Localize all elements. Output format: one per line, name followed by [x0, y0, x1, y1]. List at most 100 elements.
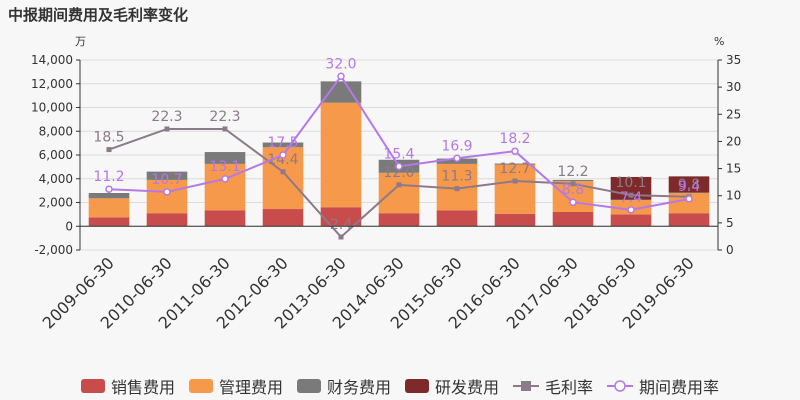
- combo-chart: 18.5 22.3 22.3 14.4 2.4 12.0 11.3 12.7 12.2 10.1 9…: [31, 35, 741, 333]
- legend-swatch: [80, 379, 105, 393]
- point-期间费用率: [685, 195, 693, 203]
- right-tick-label: 25: [726, 107, 741, 121]
- bar-销售费用: [262, 209, 304, 227]
- legend-item[interactable]: 期间费用率: [607, 374, 719, 398]
- data-label-毛利率: 12.7: [499, 161, 530, 177]
- bar-销售费用: [146, 213, 188, 227]
- point-毛利率: [628, 192, 634, 198]
- bar-销售费用: [88, 217, 130, 227]
- left-tick-label: 6,000: [39, 148, 73, 162]
- legend-item[interactable]: 毛利率: [513, 374, 593, 398]
- data-label-期间费用率: 16.9: [441, 138, 472, 154]
- point-毛利率: [106, 147, 112, 153]
- chart-title: 中报期间费用及毛利率变化: [8, 6, 189, 24]
- legend-item[interactable]: 销售费用: [80, 374, 175, 398]
- left-tick-label: -2,000: [34, 243, 73, 257]
- legend-label: 期间费用率: [639, 378, 720, 397]
- legend-item[interactable]: 财务费用: [296, 374, 391, 398]
- bar-财务费用: [262, 142, 304, 148]
- data-label-毛利率: 22.3: [151, 109, 182, 125]
- point-毛利率: [222, 126, 228, 132]
- legend-line-icon: [513, 381, 540, 391]
- point-期间费用率: [627, 206, 635, 214]
- right-axis-unit: %: [714, 35, 724, 48]
- bar-销售费用: [494, 213, 536, 227]
- point-期间费用率: [163, 188, 171, 196]
- data-label-毛利率: 12.2: [557, 164, 588, 180]
- point-毛利率: [396, 182, 402, 188]
- data-label-期间费用率: 9.4: [678, 179, 700, 195]
- left-tick-label: 10,000: [31, 101, 73, 115]
- data-label-毛利率: 2.4: [330, 217, 352, 233]
- bar-财务费用: [668, 192, 710, 193]
- data-label-期间费用率: 17.5: [267, 135, 298, 151]
- data-label-期间费用率: 18.2: [499, 131, 530, 147]
- data-label-毛利率: 10.1: [615, 175, 646, 191]
- point-期间费用率: [395, 162, 403, 171]
- data-label-毛利率: 18.5: [93, 130, 124, 146]
- point-毛利率: [512, 178, 518, 184]
- point-期间费用率: [453, 154, 461, 163]
- data-label-期间费用率: 11.2: [93, 169, 124, 185]
- bar-财务费用: [204, 152, 246, 164]
- bar-销售费用: [204, 210, 246, 227]
- bar-财务费用: [88, 193, 130, 199]
- right-tick-label: 0: [726, 243, 734, 257]
- bar-管理费用: [494, 164, 536, 214]
- data-label-期间费用率: 10.7: [151, 172, 182, 188]
- bar-财务费用: [320, 81, 362, 103]
- bar-管理费用: [378, 172, 420, 214]
- point-期间费用率: [105, 185, 113, 193]
- legend-label: 销售费用: [110, 378, 175, 397]
- legend-swatch: [188, 379, 213, 393]
- line-layer: 18.5 22.3 22.3 14.4 2.4 12.0 11.3 12.7 12.2 10.1 9…: [93, 56, 700, 240]
- left-tick-label: 2,000: [39, 196, 73, 210]
- legend-label: 毛利率: [545, 378, 594, 397]
- left-tick-label: 0: [65, 219, 73, 233]
- bar-销售费用: [320, 207, 362, 227]
- point-期间费用率: [337, 72, 345, 81]
- point-期间费用率: [569, 198, 577, 206]
- data-label-毛利率: 12.0: [383, 165, 414, 181]
- bar-财务费用: [494, 163, 536, 165]
- legend: 销售费用 管理费用 财务费用 研发费用 毛利率 期间费用率: [0, 374, 800, 398]
- left-axis-unit: 万: [75, 35, 86, 48]
- data-label-毛利率: 11.3: [441, 169, 472, 185]
- right-tick-label: 20: [726, 134, 741, 148]
- point-毛利率: [280, 169, 286, 175]
- data-label-期间费用率: 7.4: [620, 190, 642, 206]
- data-label-期间费用率: 32.0: [325, 56, 356, 72]
- legend-label: 研发费用: [435, 378, 500, 397]
- point-毛利率: [164, 126, 170, 132]
- left-tick-label: 14,000: [31, 53, 73, 67]
- bar-销售费用: [552, 212, 594, 227]
- bar-销售费用: [668, 213, 710, 227]
- bar-研发费用: [668, 176, 710, 193]
- left-tick-label: 4,000: [39, 172, 73, 186]
- legend-label: 管理费用: [218, 378, 283, 397]
- data-label-期间费用率: 8.8: [562, 182, 584, 198]
- bar-管理费用: [204, 163, 246, 211]
- point-期间费用率: [279, 151, 287, 159]
- point-毛利率: [338, 234, 344, 240]
- legend-swatch: [296, 379, 321, 393]
- left-tick-label: 8,000: [39, 124, 73, 138]
- data-label-期间费用率: 13.1: [209, 159, 240, 175]
- bar-管理费用: [146, 179, 188, 214]
- right-tick-label: 30: [726, 80, 741, 94]
- bar-管理费用: [320, 102, 362, 208]
- bar-销售费用: [378, 213, 420, 227]
- point-期间费用率: [221, 175, 229, 183]
- right-tick-label: 10: [726, 189, 741, 203]
- data-label-毛利率: 9.8: [678, 177, 700, 193]
- right-tick-label: 35: [726, 53, 741, 67]
- legend-item[interactable]: 管理费用: [188, 374, 283, 398]
- bar-财务费用: [610, 199, 652, 201]
- left-tick-label: 12,000: [31, 77, 73, 91]
- bar-管理费用: [88, 198, 130, 218]
- data-label-毛利率: 14.4: [267, 152, 298, 168]
- legend-item[interactable]: 研发费用: [405, 374, 499, 398]
- point-毛利率: [570, 181, 576, 187]
- point-毛利率: [454, 186, 460, 192]
- right-tick-label: 5: [726, 216, 734, 230]
